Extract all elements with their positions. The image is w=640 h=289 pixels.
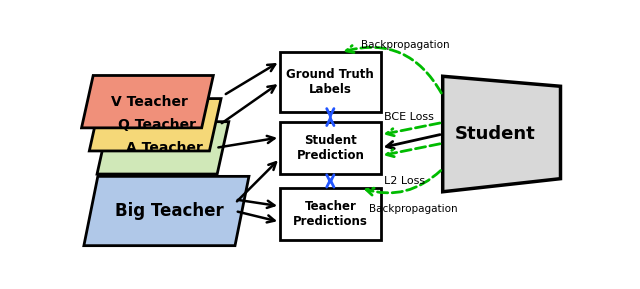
Text: V Teacher: V Teacher [111,95,188,109]
Text: Teacher
Predictions: Teacher Predictions [293,200,368,228]
Bar [280,188,381,240]
Text: L2 Loss: L2 Loss [384,176,425,186]
Text: A Teacher: A Teacher [127,141,204,155]
Text: Ground Truth
Labels: Ground Truth Labels [287,68,374,97]
Bar [280,52,381,112]
Text: Student: Student [454,125,535,143]
Text: Student
Prediction: Student Prediction [296,134,364,162]
Text: Backpropagation: Backpropagation [369,205,458,214]
Polygon shape [97,122,229,174]
Bar [280,122,381,174]
Polygon shape [90,99,221,151]
Polygon shape [81,75,213,128]
Text: Backpropagation: Backpropagation [361,40,450,50]
Polygon shape [84,176,249,246]
Polygon shape [443,76,561,192]
Text: BCE Loss: BCE Loss [384,112,434,122]
Text: Q Teacher: Q Teacher [118,118,196,132]
Text: Big Teacher: Big Teacher [115,202,224,220]
